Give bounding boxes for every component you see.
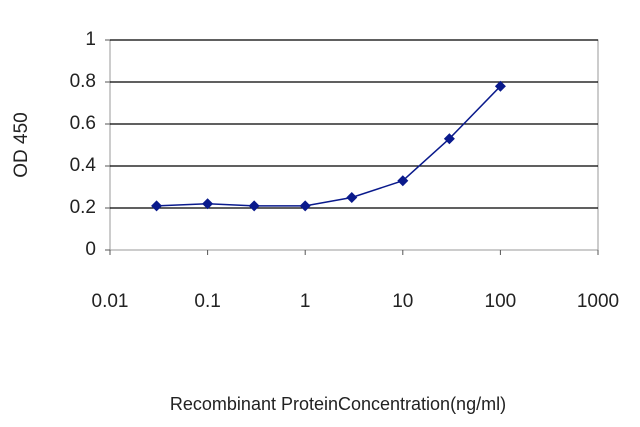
x-tick-label: 100 [485,291,517,312]
x-tick-label: 0.1 [194,291,220,312]
data-point [346,192,358,203]
x-tick-label: 1000 [577,291,619,312]
y-tick-label: 0.4 [70,155,97,176]
data-point [151,200,163,212]
y-axis-label: OD 450 [11,112,32,177]
data-point [494,80,506,92]
data-line [156,85,501,207]
x-axis-label: Recombinant ProteinConcentration(ng/ml) [170,394,506,414]
data-point [202,198,214,210]
y-tick-label: 0 [85,239,96,260]
data-point [248,200,260,212]
data-point [299,200,311,212]
data-point [397,175,409,187]
plot-area [109,39,599,251]
y-tick-label: 0.6 [70,113,96,134]
data-point [443,133,455,145]
y-tick-label: 0.2 [70,197,96,218]
x-tick-label: 0.01 [92,291,129,312]
x-tick-label: 10 [392,291,413,312]
x-tick-label: 1 [300,291,311,312]
y-tick-label: 1 [85,29,96,50]
y-tick-label: 0.8 [70,71,96,92]
